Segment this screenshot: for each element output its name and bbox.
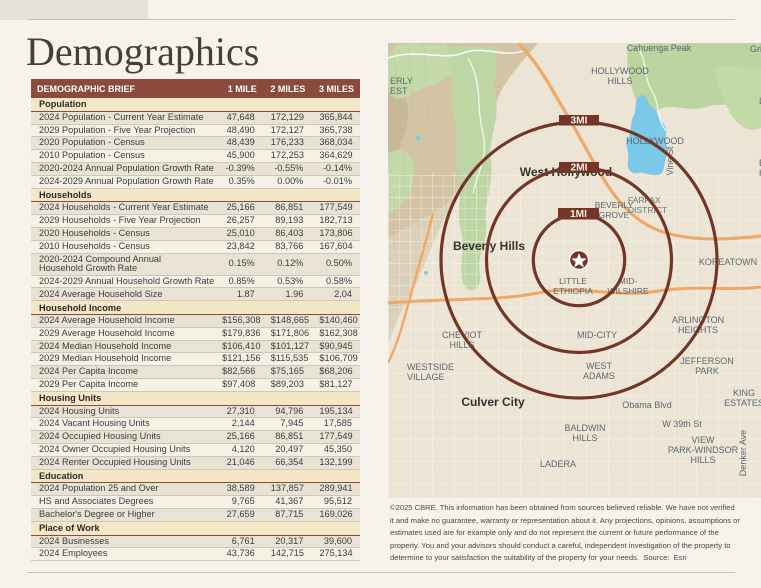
svg-text:Cahuenga Peak: Cahuenga Peak [627,43,692,53]
svg-text:HILLS: HILLS [690,455,715,465]
svg-text:WESTSIDE: WESTSIDE [407,362,454,372]
svg-text:LADERA: LADERA [540,459,576,469]
svg-text:HOLLYWOOD: HOLLYWOOD [591,66,649,76]
svg-text:Griffith Pa: Griffith Pa [750,44,761,54]
svg-text:Denker Ave: Denker Ave [738,430,748,476]
svg-text:HILLS: HILLS [572,433,597,443]
svg-text:W 39th St: W 39th St [662,419,702,429]
svg-text:DISTRICT: DISTRICT [628,205,667,215]
svg-text:LITTLE: LITTLE [559,276,587,286]
svg-text:WEST: WEST [586,361,613,371]
svg-text:JEFFERSON: JEFFERSON [680,356,734,366]
svg-text:ETHIOPIA: ETHIOPIA [553,286,593,296]
svg-text:PARK-WINDSOR: PARK-WINDSOR [668,445,739,455]
svg-text:KING: KING [733,388,755,398]
svg-text:ERLY: ERLY [390,76,413,86]
svg-text:HILLS: HILLS [607,76,632,86]
svg-text:2MI: 2MI [571,163,588,174]
svg-text:GROVE: GROVE [599,210,630,220]
svg-text:PARK: PARK [695,366,719,376]
svg-text:Culver City: Culver City [461,395,525,409]
svg-text:1MI: 1MI [570,209,587,220]
svg-text:VILLAGE: VILLAGE [407,372,445,382]
svg-text:BALDWIN: BALDWIN [564,423,605,433]
svg-text:VIEW: VIEW [691,435,715,445]
svg-text:3MI: 3MI [571,115,588,126]
svg-text:ADAMS: ADAMS [583,371,615,381]
svg-text:MID-CITY: MID-CITY [577,330,617,340]
svg-text:EST: EST [390,86,408,96]
svg-text:ARLINGTON: ARLINGTON [672,315,724,325]
svg-text:KOREATOWN: KOREATOWN [699,257,757,267]
svg-text:Obama Blvd: Obama Blvd [622,400,672,410]
svg-text:ESTATES: ESTATES [724,398,761,408]
